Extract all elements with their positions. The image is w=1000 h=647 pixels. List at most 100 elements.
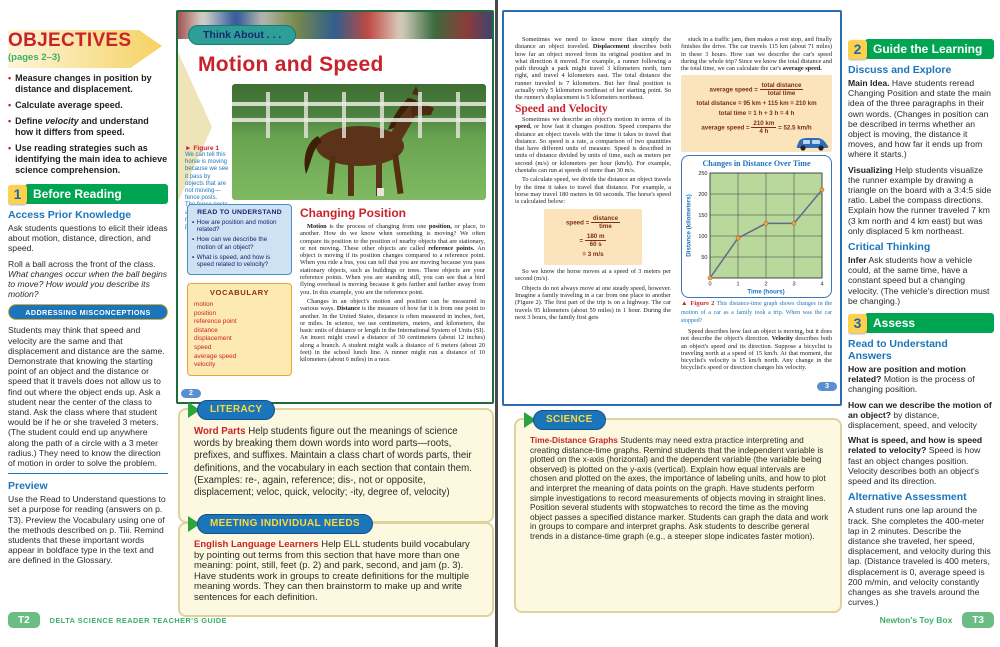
- preview-text: Use the Read to Understand questions to …: [8, 494, 166, 566]
- critical-thinking-heading: Critical Thinking: [848, 241, 931, 254]
- svg-text:Time (hours): Time (hours): [747, 289, 784, 296]
- book-paragraph: Sometimes we need to know more than simp…: [515, 36, 671, 102]
- apk-paragraph-2: Roll a ball across the front of the clas…: [8, 258, 168, 300]
- bullet-icon: •: [8, 143, 12, 153]
- literacy-pill: LITERACY: [197, 400, 276, 420]
- qa-item: What is speed, and how is speed related …: [848, 435, 983, 487]
- science-box: SCIENCE Time-Distance Graphs Students ma…: [514, 410, 842, 613]
- visualizing-paragraph: Visualizing Help students visualize the …: [848, 164, 992, 236]
- page2-left-column: READ TO UNDERSTAND ▪ How are position and…: [187, 204, 292, 376]
- book-paragraph: Speed describes how fast an object is mo…: [681, 327, 832, 372]
- time-distance-graphs-lead: Time-Distance Graphs: [530, 435, 618, 445]
- car-illustration: [796, 137, 829, 151]
- word-parts-lead: Word Parts: [194, 426, 246, 437]
- guide-title-footer: DELTA SCIENCE READER TEACHER'S GUIDE: [49, 615, 227, 625]
- page-number-tab: 2: [181, 389, 201, 398]
- book-paragraph: Sometimes we describe an object's motion…: [515, 115, 671, 175]
- vocab-word: displacement: [194, 335, 232, 343]
- svg-text:Distance (kilometers): Distance (kilometers): [686, 194, 693, 257]
- objectives-title: OBJECTIVES: [8, 30, 132, 51]
- lesson-title: Motion and Speed: [198, 53, 384, 76]
- horse-photo: [232, 84, 486, 200]
- left-footer: T2 DELTA SCIENCE READER TEACHER'S GUIDE: [8, 612, 227, 628]
- objective-item: • Calculate average speed.: [8, 100, 123, 110]
- step-label: Assess: [865, 313, 994, 334]
- distance-time-chart: Changes in Distance Over Time 0 1 2 3 4 50 100…: [681, 154, 832, 299]
- bullet-icon: •: [8, 100, 12, 110]
- svg-text:100: 100: [698, 234, 707, 240]
- fence-rail: [232, 118, 486, 122]
- infer-paragraph: Infer Ask students how a vehicle could, …: [848, 255, 990, 306]
- step-number: 3: [848, 313, 867, 333]
- access-prior-knowledge-heading: Access Prior Knowledge: [8, 209, 132, 221]
- square-bullet-icon: ▪: [192, 219, 195, 226]
- step-banner-guide-learning: 2 Guide the Learning: [848, 39, 994, 59]
- alternative-assessment-text: A student runs one lap around the track.…: [848, 505, 991, 608]
- step-number: 1: [8, 184, 27, 204]
- apk-paragraph-1: Ask students questions to elicit their i…: [8, 223, 168, 254]
- section-rule: [8, 473, 168, 475]
- step-banner-before-reading: 1 Before Reading: [8, 184, 168, 204]
- chart-plot: 0 1 2 3 4 50 100 150 200 250 Time (hours) Distance …: [686, 171, 825, 296]
- page-number-tab: 3: [817, 382, 837, 391]
- preview-heading: Preview: [8, 480, 48, 493]
- page2-text-column: Changing Position Motion is the process …: [300, 206, 485, 396]
- figure-arrow-icon: ►: [185, 145, 192, 152]
- student-page-3: Sometimes we need to know more than simp…: [502, 10, 842, 406]
- addressing-misconceptions-pill: ADDRESSING MISCONCEPTIONS: [8, 304, 168, 321]
- svg-text:4: 4: [820, 282, 823, 288]
- rtu-answers-heading: Read to Understand Answers: [848, 338, 948, 363]
- svg-text:2: 2: [764, 282, 767, 288]
- average-speed-formula-box: average speed = total distance total time…: [681, 75, 832, 152]
- min-pill: MEETING INDIVIDUAL NEEDS: [197, 514, 373, 534]
- vocab-word: reference point: [194, 318, 237, 326]
- vocab-word: motion: [194, 300, 214, 308]
- figure2-caption: ▲ Figure 2 This distance-time graph show…: [681, 300, 832, 324]
- changing-position-heading: Changing Position: [300, 206, 406, 220]
- svg-text:50: 50: [701, 255, 707, 261]
- objectives-list: • Measure changes in position by distance…: [8, 73, 168, 176]
- book-paragraph: Changes in an object's motion and positi…: [300, 297, 485, 364]
- rtu-question: ▪ How can we describe the motion of an ob…: [192, 236, 268, 251]
- vocabulary-box: VOCABULARY motion position reference poi…: [187, 282, 292, 376]
- objectives-arrow-shape: [8, 30, 162, 68]
- right-footer: Newton's Toy Box T3: [880, 612, 994, 628]
- objectives-header: OBJECTIVES (pages 2–3): [8, 30, 168, 68]
- chart-title: Changes in Distance Over Time: [702, 158, 811, 168]
- svg-text:3: 3: [792, 282, 795, 288]
- square-bullet-icon: ▪: [192, 236, 195, 244]
- main-idea-paragraph: Main Idea. Have students reread Changing…: [848, 78, 991, 160]
- page-tab-t3: T3: [962, 612, 994, 628]
- science-pill: SCIENCE: [533, 410, 606, 430]
- step-number: 2: [848, 39, 867, 59]
- speed-velocity-heading: Speed and Velocity: [515, 102, 608, 115]
- discuss-explore-heading: Discuss and Explore: [848, 64, 952, 76]
- figure-arrow-icon: ▲: [681, 300, 689, 308]
- vocab-word: distance: [194, 326, 218, 334]
- read-to-understand-box: READ TO UNDERSTAND ▪ How are position and…: [187, 204, 292, 275]
- svg-text:200: 200: [698, 192, 707, 198]
- right-teacher-sidebar: 2 Guide the Learning Discuss and Explore…: [848, 32, 994, 610]
- vocab-word: average speed: [194, 352, 237, 360]
- literacy-box: LITERACY Word Parts Help students figure…: [178, 400, 494, 523]
- svg-text:0: 0: [708, 282, 711, 288]
- rtu-question: ▪ How are position and motion related?: [192, 219, 277, 234]
- step-label: Guide the Learning: [865, 39, 994, 59]
- student-page-2: Think About . . . Motion and Speed: [176, 10, 494, 404]
- book-paragraph: Motion is the process of changing from o…: [300, 223, 485, 296]
- ell-lead: English Language Learners: [194, 539, 319, 550]
- alternative-assessment-heading: Alternative Assessment: [848, 491, 967, 504]
- page-tab-t2: T2: [8, 612, 40, 628]
- svg-text:250: 250: [698, 171, 707, 177]
- objective-item: • Measure changes in position by distance…: [8, 73, 152, 94]
- vocab-word: position: [194, 309, 217, 317]
- misconceptions-text: Students may think that speed and veloci…: [8, 325, 165, 469]
- rtu-question: ▪ What is speed, and how is speed related…: [192, 253, 271, 269]
- step-banner-assess: 3 Assess: [848, 313, 994, 334]
- vocab-word: speed: [194, 343, 212, 351]
- left-teacher-sidebar: OBJECTIVES (pages 2–3) • Measure changes …: [8, 30, 168, 612]
- qa-item: How can we describe the motion of an obj…: [848, 399, 992, 431]
- book-paragraph: To calculate speed, we divide the distan…: [515, 176, 671, 206]
- book-paragraph: Objects do not always move at one steady…: [515, 284, 671, 321]
